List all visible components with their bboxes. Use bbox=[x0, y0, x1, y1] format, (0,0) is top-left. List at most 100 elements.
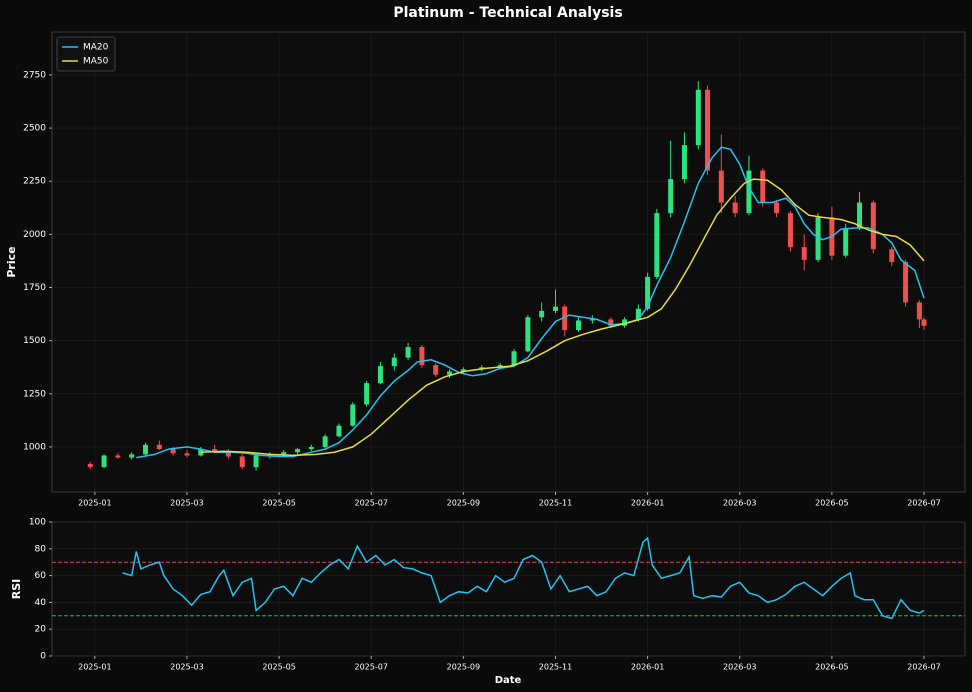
y-tick-label: 40 bbox=[35, 598, 47, 608]
candle-body bbox=[668, 179, 674, 214]
y-tick-label: 20 bbox=[35, 625, 47, 635]
candle-body bbox=[562, 306, 568, 331]
y-tick-label: 1750 bbox=[23, 283, 46, 293]
x-axis-label: Date bbox=[495, 675, 522, 686]
series-line bbox=[122, 536, 925, 620]
candle-body bbox=[497, 365, 503, 368]
candle-body bbox=[129, 454, 135, 458]
series-line bbox=[200, 178, 925, 457]
x-tick-label: 2026-03 bbox=[723, 663, 756, 672]
candle-body bbox=[704, 89, 710, 171]
x-tick-label: 2025-03 bbox=[170, 663, 203, 672]
legend-label: MA20 bbox=[83, 43, 109, 53]
candle-body bbox=[143, 444, 149, 455]
candle-body bbox=[635, 308, 641, 320]
y-tick-label: 1500 bbox=[23, 336, 46, 346]
candle-body bbox=[239, 456, 245, 468]
candle-body bbox=[87, 463, 93, 468]
candle-body bbox=[511, 351, 517, 366]
candle-body bbox=[760, 170, 766, 203]
y-tick-label: 2250 bbox=[23, 177, 46, 187]
candle-body bbox=[198, 449, 204, 456]
x-tick-label: 2026-03 bbox=[723, 499, 756, 508]
candle-body bbox=[608, 319, 614, 326]
candle-body bbox=[170, 449, 176, 454]
candle-body bbox=[295, 449, 301, 453]
candle-body bbox=[447, 371, 453, 375]
x-tick-label: 2025-05 bbox=[262, 663, 295, 672]
x-tick-label: 2025-07 bbox=[355, 663, 388, 672]
chart-title: Platinum - Technical Analysis bbox=[393, 5, 622, 21]
y-tick-label: 2750 bbox=[23, 70, 46, 80]
candle-body bbox=[921, 319, 927, 326]
candle-body bbox=[115, 455, 121, 458]
candle-body bbox=[857, 202, 863, 228]
plot-area bbox=[51, 521, 966, 657]
candle-body bbox=[681, 145, 687, 180]
candle-body bbox=[308, 446, 314, 450]
candle-body bbox=[654, 213, 660, 277]
candle-body bbox=[903, 262, 909, 303]
candle-body bbox=[322, 436, 328, 447]
candle-body bbox=[695, 89, 701, 146]
candle-body bbox=[336, 425, 342, 437]
candle-body bbox=[889, 249, 895, 262]
x-tick-label: 2025-09 bbox=[447, 663, 480, 672]
y-tick-label: 2500 bbox=[23, 124, 46, 134]
candle-body bbox=[253, 455, 259, 468]
candle-body bbox=[916, 302, 922, 320]
y-axis-label: Price bbox=[5, 246, 18, 277]
legend-box bbox=[56, 36, 116, 72]
y-tick-label: 80 bbox=[35, 544, 47, 554]
candle-body bbox=[746, 170, 752, 214]
legend-label: MA50 bbox=[83, 57, 109, 67]
x-tick-label: 2025-01 bbox=[78, 663, 111, 672]
y-tick-label: 100 bbox=[29, 518, 46, 528]
candle-body bbox=[405, 347, 411, 358]
candle-body bbox=[539, 310, 545, 318]
y-tick-label: 1000 bbox=[23, 442, 46, 452]
x-tick-label: 2026-05 bbox=[815, 663, 848, 672]
candle-body bbox=[433, 365, 439, 375]
candle-body bbox=[377, 366, 383, 384]
x-tick-label: 2025-05 bbox=[262, 499, 295, 508]
x-tick-label: 2025-11 bbox=[539, 663, 572, 672]
candle-body bbox=[156, 444, 162, 450]
candle-body bbox=[184, 453, 190, 456]
y-tick-label: 60 bbox=[35, 571, 47, 581]
x-tick-label: 2025-03 bbox=[170, 499, 203, 508]
x-tick-label: 2026-01 bbox=[631, 663, 664, 672]
candle-body bbox=[801, 247, 807, 260]
candle-body bbox=[364, 383, 370, 405]
x-tick-label: 2025-09 bbox=[447, 499, 480, 508]
candle-body bbox=[576, 320, 582, 331]
plot-area bbox=[51, 31, 966, 493]
candle-body bbox=[225, 451, 231, 457]
candle-body bbox=[787, 213, 793, 248]
candle-body bbox=[732, 202, 738, 214]
x-tick-label: 2026-05 bbox=[815, 499, 848, 508]
y-tick-label: 1250 bbox=[23, 389, 46, 399]
candle-body bbox=[815, 217, 821, 260]
candle-body bbox=[281, 452, 287, 455]
x-tick-label: 2026-07 bbox=[907, 499, 940, 508]
x-tick-label: 2025-11 bbox=[539, 499, 572, 508]
x-tick-label: 2026-07 bbox=[907, 663, 940, 672]
candle-body bbox=[212, 449, 218, 452]
candle-body bbox=[419, 347, 425, 366]
candle-body bbox=[350, 404, 356, 426]
candle-body bbox=[645, 276, 651, 309]
candle-body bbox=[552, 306, 558, 311]
candle-body bbox=[525, 317, 531, 352]
x-tick-label: 2025-01 bbox=[78, 499, 111, 508]
candle-body bbox=[870, 202, 876, 250]
candle-body bbox=[589, 319, 595, 321]
x-tick-label: 2025-07 bbox=[355, 499, 388, 508]
candle-body bbox=[843, 227, 849, 256]
y-tick-label: 0 bbox=[40, 652, 46, 662]
candle-body bbox=[460, 369, 466, 372]
y-tick-label: 2000 bbox=[23, 230, 46, 240]
y-axis-label: RSI bbox=[10, 579, 23, 600]
candle-body bbox=[718, 170, 724, 203]
